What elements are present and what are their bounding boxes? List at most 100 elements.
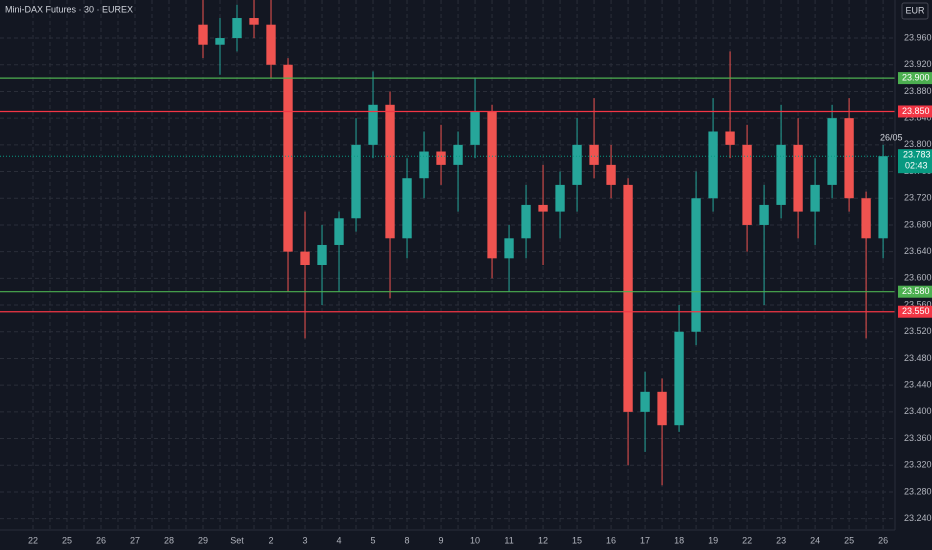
y-tick-label: 23.320 [904, 460, 932, 470]
level-tag-label: 23.580 [902, 286, 930, 296]
y-tick-label: 23.720 [904, 193, 932, 203]
candle-body [827, 118, 837, 185]
x-tick-label: 27 [130, 535, 140, 545]
candle-body [844, 118, 854, 199]
y-tick-label: 23.520 [904, 326, 932, 336]
candle-body [402, 178, 412, 239]
x-tick-label: 28 [164, 535, 174, 545]
candle-body [810, 184, 820, 212]
x-tick-label: 3 [303, 535, 308, 545]
y-tick-label: 23.400 [904, 406, 932, 416]
y-tick-label: 23.280 [904, 486, 932, 496]
countdown-label: 02:43 [905, 161, 928, 171]
candle-body [793, 144, 803, 212]
level-tag [898, 105, 932, 118]
y-tick-label: 23.680 [904, 219, 932, 229]
candle-body [521, 204, 531, 239]
level-tag-label: 23.550 [902, 306, 930, 316]
candle-body [691, 198, 701, 332]
level-tag [898, 305, 932, 318]
candle-body [776, 144, 786, 205]
candle-body [317, 244, 327, 265]
candle-body [436, 151, 446, 165]
x-tick-label: 24 [810, 535, 820, 545]
candle-body [759, 204, 769, 225]
x-tick-label: Set [230, 535, 244, 545]
candle-body [623, 184, 633, 412]
currency-button[interactable] [901, 2, 929, 20]
level-tag-label: 23.850 [902, 106, 930, 116]
x-tick-label: 16 [606, 535, 616, 545]
candle-body [725, 131, 735, 145]
y-tick-label: 23.440 [904, 380, 932, 390]
level-tag [898, 72, 932, 85]
candle-body [657, 391, 667, 426]
x-tick-label: 2 [269, 535, 274, 545]
candle-body [640, 391, 650, 412]
candle-body [283, 64, 293, 252]
x-tick-label: 15 [572, 535, 582, 545]
candle-body [861, 198, 871, 239]
date-label: 26/05 [880, 133, 903, 143]
x-tick-label: 12 [538, 535, 548, 545]
y-tick-label: 23.800 [904, 139, 932, 149]
x-tick-label: 25 [844, 535, 854, 545]
candle-body [266, 24, 276, 65]
candle-body [555, 184, 565, 212]
candle-body [351, 144, 361, 219]
level-tag-label: 23.900 [902, 72, 930, 82]
x-tick-label: 25 [62, 535, 72, 545]
last-price-tag [898, 149, 932, 174]
candle-body [453, 144, 463, 165]
candle-body [419, 151, 429, 179]
last-price-label: 23.783 [903, 150, 931, 160]
x-tick-label: 8 [405, 535, 410, 545]
candle-body [504, 238, 514, 259]
candle-body [878, 156, 888, 239]
y-tick-label: 23.920 [904, 59, 932, 69]
candle-body [334, 218, 344, 245]
x-tick-label: 18 [674, 535, 684, 545]
y-tick-label: 23.640 [904, 246, 932, 256]
candle-body [589, 144, 599, 165]
x-tick-label: 11 [504, 535, 513, 545]
x-tick-label: 22 [742, 535, 752, 545]
chart-title: Mini-DAX Futures · 30 · EUREX [5, 4, 133, 14]
y-tick-label: 23.880 [904, 86, 932, 96]
candle-body [198, 24, 208, 45]
candle-body [215, 38, 225, 45]
x-tick-label: 22 [28, 535, 38, 545]
x-tick-label: 23 [776, 535, 786, 545]
candle-body [606, 164, 616, 185]
y-tick-label: 23.840 [904, 113, 932, 123]
candle-body [487, 111, 497, 259]
candle-body [385, 104, 395, 239]
candle-body [232, 18, 242, 39]
x-tick-label: 26 [878, 535, 888, 545]
candle-body [572, 144, 582, 185]
candle-body [742, 144, 752, 225]
candle-body [674, 331, 684, 426]
x-tick-label: 26 [96, 535, 106, 545]
x-tick-label: 19 [708, 535, 718, 545]
y-tick-label: 23.480 [904, 353, 932, 363]
x-tick-label: 10 [470, 535, 480, 545]
x-tick-label: 5 [371, 535, 376, 545]
plot-area [0, 0, 895, 530]
y-tick-label: 23.360 [904, 433, 932, 443]
x-tick-label: 9 [439, 535, 444, 545]
level-tag [898, 285, 932, 298]
candle-body [300, 251, 310, 265]
candle-body [249, 18, 259, 25]
candle-body [470, 111, 480, 145]
x-tick-label: 29 [198, 535, 208, 545]
candle-body [538, 204, 548, 212]
y-tick-label: 23.240 [904, 513, 932, 523]
currency-label[interactable]: EUR [905, 5, 925, 15]
y-tick-label: 23.600 [904, 273, 932, 283]
candle-body [368, 104, 378, 145]
x-tick-label: 4 [337, 535, 342, 545]
x-tick-label: 17 [640, 535, 650, 545]
